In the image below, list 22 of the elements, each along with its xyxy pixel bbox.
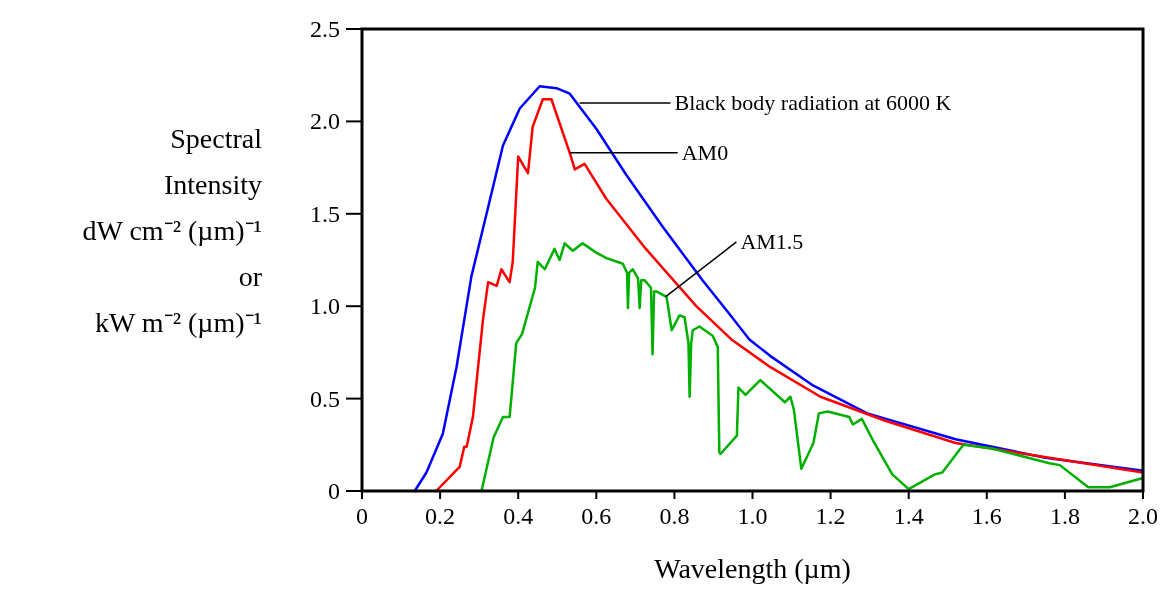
x-tick-label: 1.6 [971,503,1002,529]
y-tick-label: 0.5 [310,385,340,412]
x-tick-label: 0.8 [659,503,690,529]
x-tick-label: 0 [356,503,368,529]
y-tick-label: 2.5 [310,16,340,42]
y-tick-label: 2.0 [310,108,340,135]
y-tick-label: 0 [328,478,340,504]
x-tick-label: 0.4 [503,503,534,529]
x-tick-label: 1.2 [815,503,846,529]
y-tick-label: 1.5 [310,200,340,227]
x-tick-label: 1.8 [1049,503,1080,529]
y-axis-title: Spectral Intensity dW cm⁻² (µm)⁻¹ or kW m⁻² (µm)⁻¹ [82,123,263,338]
x-tick-label: 1.0 [737,503,768,529]
x-tick-label: 0.6 [581,503,612,529]
x-axis-title: Wavelength (µm) [654,553,851,584]
annotation: AM0 [681,139,729,165]
x-tick-label: 1.4 [893,503,924,529]
y-tick-label: 1.0 [310,293,340,320]
x-tick-label: 0.2 [425,503,456,529]
x-tick-label: 2.0 [1128,503,1158,529]
annotation: AM1.5 [740,228,804,254]
annotation: Black body radiation at 6000 K [674,89,952,115]
